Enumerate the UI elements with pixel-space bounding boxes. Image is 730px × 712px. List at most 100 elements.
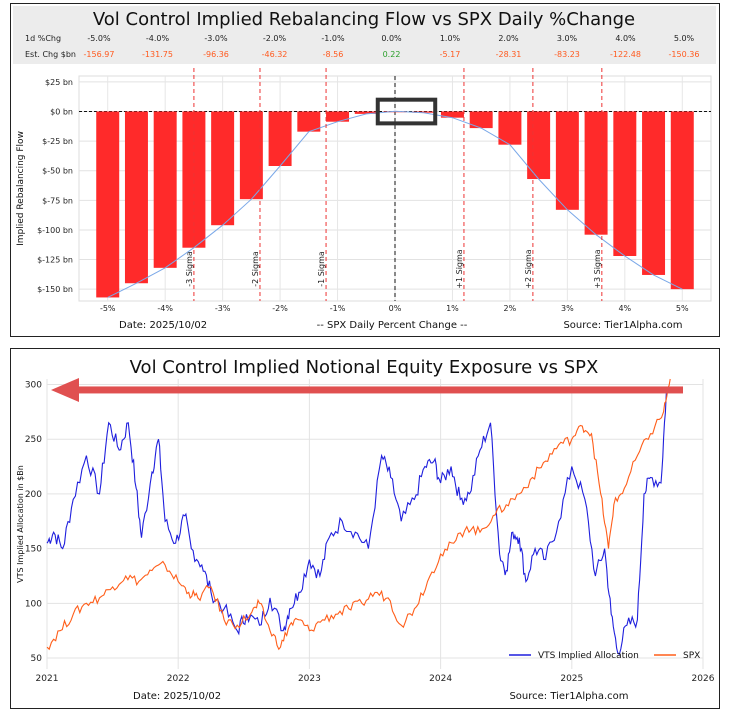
rebalancing-flow-panel: Vol Control Implied Rebalancing Flow vs … (10, 3, 720, 337)
x-axis-label: -- SPX Daily Percent Change -- (317, 320, 468, 331)
table-chg-cell: -5.17 (440, 50, 461, 59)
bar (96, 111, 120, 298)
table-chg-cell: -83.23 (554, 50, 580, 59)
y-tick-label: $-25 bn (42, 137, 73, 146)
bar (124, 111, 148, 284)
x-tick-label: -4% (157, 304, 173, 313)
bar (584, 111, 608, 235)
table-pct-cell: 1.0% (440, 34, 461, 43)
sigma-label: +3 Sigma (593, 249, 602, 289)
x-tick-label: -2% (272, 304, 288, 313)
bar (555, 111, 579, 210)
vts-line (46, 393, 667, 656)
table-pct-cell: 2.0% (498, 34, 519, 43)
table-pct-cell: -1.0% (321, 34, 345, 43)
y-tick-label: 100 (25, 599, 42, 609)
table-pct-cell: -3.0% (204, 34, 228, 43)
chart-title: Vol Control Implied Rebalancing Flow vs … (93, 9, 635, 30)
y-tick-label: $-50 bn (42, 167, 73, 176)
bar (498, 111, 522, 145)
source-label: Source: Tier1Alpha.com (563, 320, 682, 331)
sigma-label: -3 Sigma (185, 251, 194, 287)
header-band (13, 6, 716, 64)
bar (268, 111, 292, 166)
bar (326, 111, 350, 122)
y-tick-label: $-125 bn (37, 256, 73, 265)
bar (642, 111, 666, 275)
bar (211, 111, 235, 226)
equity-exposure-chart: Vol Control Implied Notional Equity Expo… (16, 357, 715, 702)
table-chg-cell: -156.97 (84, 50, 115, 59)
table-pct-cell: 5.0% (674, 34, 695, 43)
bar (297, 111, 321, 132)
sigma-label: -1 Sigma (317, 251, 326, 287)
arrow-shaft (71, 386, 683, 394)
x-tick-label: -1% (330, 304, 346, 313)
table-row1-label: 1d %Chg (25, 34, 61, 43)
x-tick-label: 2022 (167, 674, 190, 684)
y-tick-label: $25 bn (45, 78, 73, 87)
y-tick-label: 150 (25, 545, 42, 555)
highlight-box (375, 97, 438, 126)
source-label: Source: Tier1Alpha.com (509, 691, 628, 702)
flow-curve (107, 110, 683, 298)
y-tick-label: 250 (25, 435, 42, 445)
table-chg-cell: -96.36 (203, 50, 229, 59)
y-axis-label: Implied Rebalancing Flow (16, 131, 26, 246)
bar (239, 111, 263, 200)
bar (670, 111, 694, 290)
x-tick-label: 4% (618, 304, 631, 313)
date-label: Date: 2025/10/02 (133, 691, 221, 702)
rebalancing-flow-chart: Vol Control Implied Rebalancing Flow vs … (13, 6, 716, 331)
x-tick-label: 2025 (560, 674, 583, 684)
y-tick-label: $0 bn (50, 108, 73, 117)
legend: VTS Implied Allocation SPX (509, 651, 700, 661)
y-tick-label: $-75 bn (42, 196, 73, 205)
chart-title-2: Vol Control Implied Notional Equity Expo… (130, 357, 599, 378)
bar (412, 111, 436, 113)
bar (182, 111, 206, 248)
table-chg-cell: -150.36 (669, 50, 700, 59)
y-tick-label: 200 (25, 490, 42, 500)
sigma-label: +1 Sigma (455, 249, 464, 289)
table-chg-cell: -46.32 (262, 50, 288, 59)
x-tick-label: 2024 (429, 674, 452, 684)
bar (469, 111, 493, 129)
table-chg-cell: -8.56 (323, 50, 344, 59)
table-pct-cell: -4.0% (146, 34, 170, 43)
table-chg-cell: -131.75 (142, 50, 173, 59)
y-tick-label: 300 (25, 380, 42, 390)
x-tick-label: 2021 (36, 674, 59, 684)
spx-line (46, 378, 671, 651)
x-tick-label: -3% (215, 304, 231, 313)
table-pct-cell: -5.0% (87, 34, 111, 43)
y-tick-label: $-150 bn (37, 285, 73, 294)
sigma-label: -2 Sigma (251, 251, 260, 287)
bar (613, 111, 637, 257)
legend-label: VTS Implied Allocation (538, 651, 639, 661)
table-row2-label: Est. Chg $bn (25, 50, 76, 59)
table-chg-cell: 0.22 (383, 50, 401, 59)
table-pct-cell: 3.0% (557, 34, 578, 43)
y-tick-label: 50 (31, 654, 43, 664)
bar (440, 111, 464, 118)
x-tick-label: 0% (389, 304, 402, 313)
y-axis-label: VTS Implied Allocation in $Bn (16, 465, 25, 583)
sigma-label: +2 Sigma (524, 249, 533, 289)
x-tick-label: -5% (100, 304, 116, 313)
x-tick-label: 3% (561, 304, 574, 313)
table-pct-cell: 4.0% (615, 34, 636, 43)
x-tick-label: 5% (676, 304, 689, 313)
x-tick-label: 2% (504, 304, 517, 313)
arrow-head (51, 377, 79, 402)
equity-exposure-panel: Vol Control Implied Notional Equity Expo… (10, 348, 720, 709)
bar (354, 111, 378, 114)
x-tick-label: 1% (446, 304, 459, 313)
table-chg-cell: -28.31 (496, 50, 522, 59)
bar (153, 111, 177, 268)
table-chg-cell: -122.48 (610, 50, 641, 59)
date-label: Date: 2025/10/02 (119, 320, 207, 331)
table-pct-cell: 0.0% (381, 34, 402, 43)
x-tick-label: 2026 (692, 674, 715, 684)
x-tick-label: 2023 (298, 674, 321, 684)
